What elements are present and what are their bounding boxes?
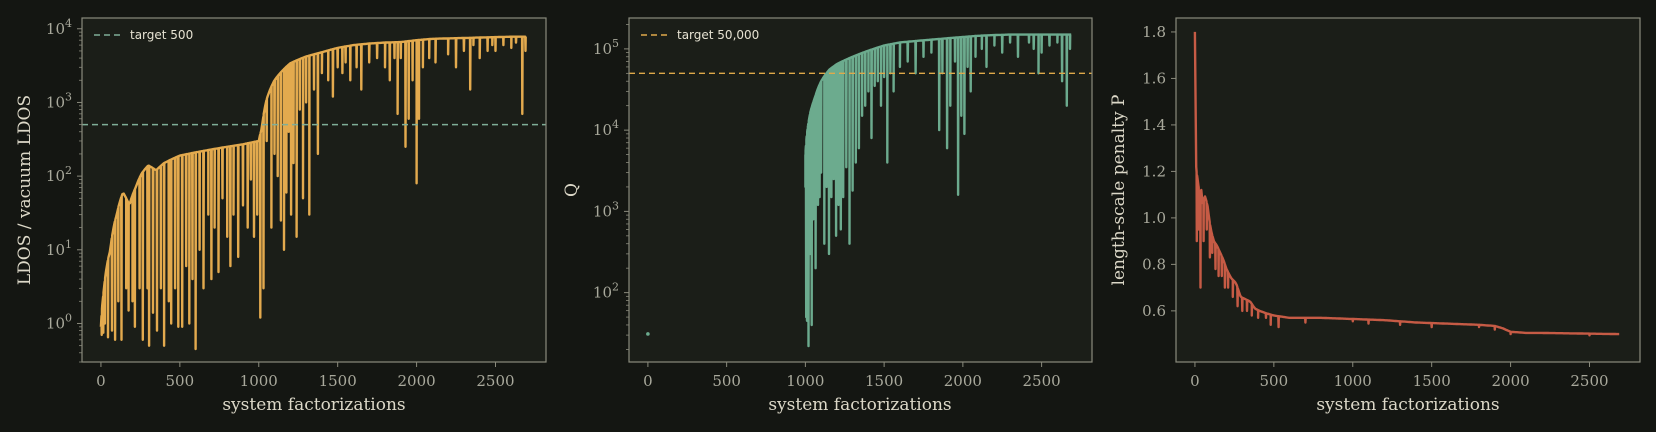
penalty-series-line-0 (1193, 31, 1620, 337)
penalty-x-axis-label: system factorizations (1316, 395, 1499, 415)
penalty-x-axis: 0 500 1000 1500 2000 2500 (1190, 362, 1609, 390)
penalty-panel: 0 500 1000 1500 2000 2500 0.6 0.8 1.0 1.2 1.4 1.6 1… (1109, 17, 1641, 415)
penalty-y-axis: 0.6 0.8 1.0 1.2 1.4 1.6 1.8 (1142, 23, 1176, 320)
q-axes-area (629, 18, 1092, 362)
ldos-y-tick-label: 102 (46, 164, 72, 185)
q-plot-marks (629, 33, 1092, 348)
ldos-axes-frame (81, 17, 547, 363)
q-x-tick-label: 2500 (1023, 372, 1061, 390)
ldos-panel: target 500 0 500 1000 1500 2000 2500 10010110… (15, 17, 547, 415)
q-legend: target 50,000 (641, 28, 759, 42)
q-y-tick-label: 102 (593, 281, 619, 302)
penalty-y-tick-label: 1.8 (1142, 23, 1166, 41)
penalty-y-tick-label: 0.8 (1142, 255, 1166, 273)
q-x-tick-label: 1500 (865, 372, 903, 390)
ldos-y-tick-label: 101 (46, 238, 72, 259)
q-x-tick-label: 0 (643, 372, 653, 390)
q-y-tick-label: 104 (593, 118, 619, 139)
q-x-axis: 0 500 1000 1500 2000 2500 (643, 362, 1061, 390)
penalty-y-tick-label: 1.4 (1142, 116, 1166, 134)
ldos-x-axis-label: system factorizations (222, 395, 405, 415)
q-x-tick-label: 2000 (944, 372, 982, 390)
q-series-line-0 (804, 33, 1072, 348)
penalty-y-tick-label: 1.0 (1142, 209, 1166, 227)
penalty-axes-area (1176, 18, 1640, 362)
ldos-x-tick-label: 1500 (319, 372, 357, 390)
penalty-y-axis-label: length-scale penalty P (1109, 95, 1129, 286)
penalty-plot-marks (1193, 31, 1620, 337)
q-x-tick-label: 500 (712, 372, 741, 390)
penalty-y-tick-label: 0.6 (1142, 302, 1166, 320)
penalty-x-tick-label: 0 (1190, 372, 1200, 390)
q-x-axis-label: system factorizations (768, 395, 951, 415)
ldos-legend-label: target 500 (130, 28, 193, 42)
penalty-x-tick-label: 2500 (1570, 372, 1608, 390)
penalty-x-tick-label: 500 (1260, 372, 1289, 390)
ldos-x-tick-label: 2000 (397, 372, 435, 390)
q-legend-label: target 50,000 (677, 28, 759, 42)
penalty-y-tick-label: 1.2 (1142, 162, 1166, 180)
ldos-y-tick-label: 100 (46, 311, 72, 332)
penalty-x-tick-label: 2000 (1491, 372, 1529, 390)
ldos-y-tick-label: 104 (46, 17, 72, 38)
ldos-series-line-0 (99, 35, 527, 351)
ldos-y-axis-label: LDOS / vacuum LDOS (15, 95, 35, 285)
q-y-axis: 102 103 104 105 (593, 24, 629, 350)
penalty-x-tick-label: 1500 (1413, 372, 1451, 390)
penalty-y-tick-label: 1.6 (1142, 69, 1166, 87)
ldos-y-tick-label: 103 (46, 90, 72, 111)
ldos-plot-marks (82, 35, 546, 351)
q-isolated-point-0 (646, 332, 650, 336)
ldos-x-tick-label: 2500 (476, 372, 514, 390)
ldos-x-tick-label: 1000 (240, 372, 278, 390)
ldos-legend: target 500 (94, 28, 193, 42)
ldos-x-tick-label: 500 (166, 372, 195, 390)
ldos-x-tick-label: 0 (96, 372, 106, 390)
q-y-axis-label: Q (562, 183, 582, 197)
q-y-tick-label: 105 (593, 37, 619, 58)
q-x-tick-label: 1000 (786, 372, 824, 390)
ldos-y-axis: 100 101 102 103 104 (46, 17, 82, 363)
ldos-x-axis: 0 500 1000 1500 2000 2500 (96, 362, 515, 390)
penalty-axes-frame (1175, 17, 1641, 363)
penalty-x-tick-label: 1000 (1334, 372, 1372, 390)
q-y-tick-label: 103 (593, 199, 619, 220)
q-panel: target 50,000 0 500 1000 1500 2000 2500 10210… (562, 17, 1093, 415)
q-axes-frame (628, 17, 1093, 363)
